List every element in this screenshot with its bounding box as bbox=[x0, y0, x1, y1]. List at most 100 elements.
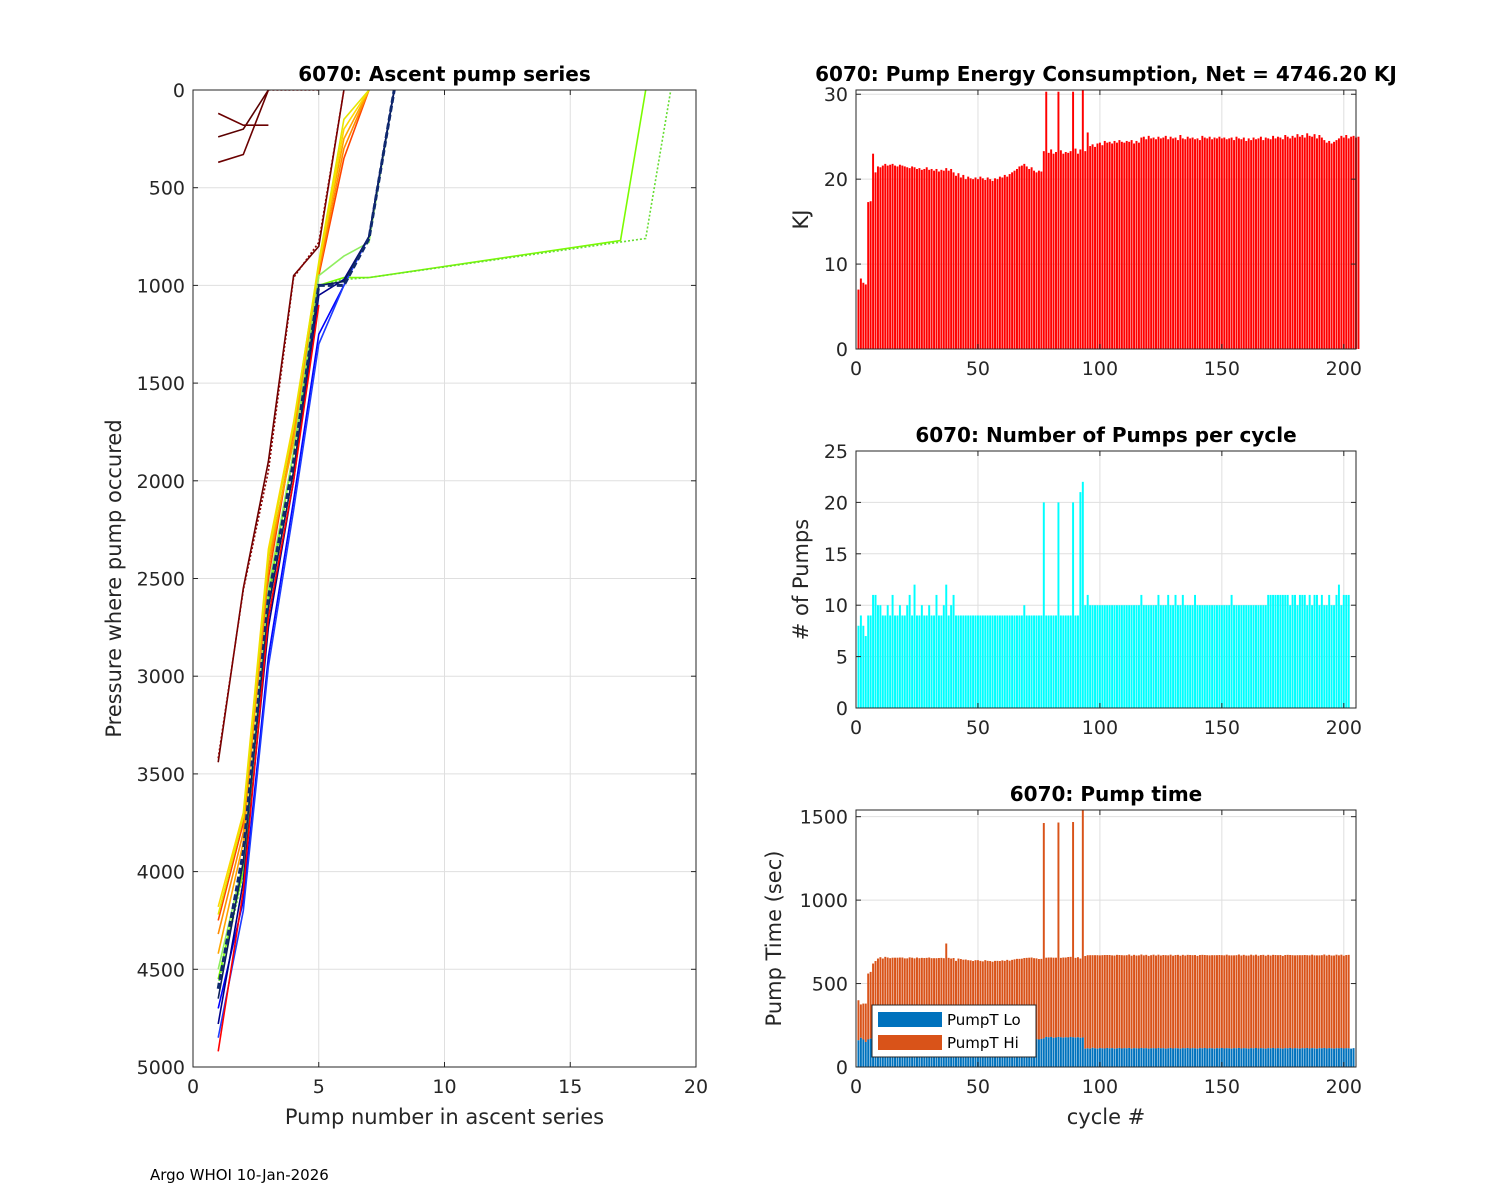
bar-pumpt-hi bbox=[913, 958, 916, 1040]
bar bbox=[1298, 136, 1301, 349]
chart-title: 6070: Pump Energy Consumption, Net = 474… bbox=[815, 62, 1397, 86]
bar-pumpt-hi bbox=[976, 960, 979, 1039]
bar-pumpt-lo bbox=[1247, 1048, 1250, 1067]
bar-pumpt-hi bbox=[1142, 955, 1145, 1049]
bar-pumpt-hi bbox=[1074, 957, 1077, 1038]
x-tick-label: 50 bbox=[966, 717, 990, 739]
series-line-early-2 bbox=[217, 90, 345, 759]
y-tick-label: 5000 bbox=[137, 1057, 185, 1079]
x-tick-label: 150 bbox=[1204, 717, 1240, 739]
bar-pumpt-hi bbox=[1208, 955, 1211, 1049]
bar bbox=[1174, 594, 1177, 708]
bar-pumpt-hi bbox=[1274, 955, 1277, 1049]
bar bbox=[942, 170, 945, 349]
bar-pumpt-lo bbox=[1062, 1037, 1065, 1067]
bar-pumpt-hi bbox=[1213, 955, 1216, 1049]
bar-pumpt-hi bbox=[1052, 957, 1055, 1038]
bar-pumpt-hi bbox=[984, 960, 987, 1039]
bar-pumpt-hi bbox=[916, 957, 918, 1039]
bar-pumpt-lo bbox=[1201, 1048, 1204, 1067]
bar bbox=[1216, 605, 1218, 708]
bar-pumpt-lo bbox=[1074, 1037, 1077, 1067]
bar-pumpt-lo bbox=[1050, 1036, 1053, 1067]
bar-pumpt-hi bbox=[903, 958, 906, 1040]
bar bbox=[1001, 177, 1004, 349]
bar bbox=[974, 615, 977, 708]
y-tick-label: 3500 bbox=[137, 764, 185, 786]
bar-pumpt-lo bbox=[1345, 1048, 1348, 1067]
y-tick-label: 0 bbox=[173, 80, 185, 102]
bar-pumpt-lo bbox=[1294, 1048, 1296, 1067]
bar-pumpt-hi bbox=[1311, 954, 1314, 1049]
bar bbox=[1025, 615, 1028, 708]
bar-pumpt-lo bbox=[1130, 1048, 1133, 1067]
bar bbox=[1262, 605, 1265, 708]
bar bbox=[867, 615, 870, 708]
bar-pumpt-hi bbox=[1184, 955, 1187, 1049]
bar bbox=[1016, 615, 1018, 708]
bar-pumpt-lo bbox=[1191, 1048, 1194, 1067]
bar bbox=[901, 165, 904, 349]
chart-title: 6070: Ascent pump series bbox=[298, 62, 591, 86]
bar-pumpt-hi bbox=[1289, 955, 1292, 1048]
bar bbox=[1228, 605, 1231, 708]
bar bbox=[1264, 137, 1267, 349]
bar-pumpt-lo bbox=[864, 1041, 867, 1067]
bar bbox=[1108, 141, 1111, 349]
bar bbox=[1116, 142, 1118, 349]
bar bbox=[1323, 140, 1326, 349]
bar-pumpt-hi bbox=[1042, 823, 1045, 1039]
bar-pumpt-hi bbox=[1072, 822, 1075, 1038]
bar bbox=[1259, 136, 1262, 349]
bar bbox=[1223, 605, 1226, 708]
y-tick-label: 500 bbox=[149, 178, 185, 200]
bar bbox=[1203, 137, 1206, 349]
bar-pumpt-hi bbox=[1245, 955, 1248, 1049]
bar-pumpt-hi bbox=[1123, 955, 1126, 1049]
bar-pumpt-lo bbox=[1328, 1048, 1331, 1067]
bar-pumpt-lo bbox=[1118, 1047, 1121, 1067]
bar-pumpt-hi bbox=[1308, 955, 1311, 1049]
bar bbox=[972, 615, 975, 708]
bar-pumpt-hi bbox=[1086, 955, 1089, 1049]
bar-pumpt-hi bbox=[1020, 958, 1023, 1040]
bar-pumpt-hi bbox=[1006, 959, 1009, 1039]
x-tick-label: 150 bbox=[1204, 1076, 1240, 1098]
bar bbox=[886, 605, 889, 708]
bar-pumpt-hi bbox=[1159, 955, 1162, 1049]
bar bbox=[1167, 594, 1170, 708]
bar bbox=[1059, 615, 1062, 708]
bar-pumpt-hi bbox=[1103, 955, 1106, 1049]
bar bbox=[918, 168, 921, 349]
bar bbox=[1045, 91, 1048, 349]
bars-group bbox=[857, 810, 1355, 1067]
bar-pumpt-lo bbox=[1196, 1048, 1199, 1067]
bar bbox=[940, 169, 943, 349]
y-tick-label: 25 bbox=[824, 441, 848, 463]
bar bbox=[1318, 135, 1321, 349]
bar-pumpt-lo bbox=[1076, 1037, 1079, 1067]
bar bbox=[1311, 136, 1314, 349]
bar-pumpt-hi bbox=[1211, 955, 1214, 1049]
bar-pumpt-hi bbox=[1152, 954, 1155, 1049]
bar-pumpt-hi bbox=[1013, 959, 1016, 1040]
bar-pumpt-hi bbox=[1067, 957, 1070, 1038]
bar-pumpt-lo bbox=[1306, 1047, 1309, 1067]
bar bbox=[1242, 605, 1245, 708]
bar bbox=[879, 605, 882, 708]
bar-pumpt-hi bbox=[1096, 955, 1099, 1049]
bar-pumpt-lo bbox=[1057, 1036, 1060, 1067]
bar-pumpt-hi bbox=[947, 957, 950, 1039]
bar bbox=[1337, 138, 1340, 349]
bar-pumpt-hi bbox=[1084, 956, 1087, 1049]
bar bbox=[1033, 615, 1036, 708]
bars-group bbox=[857, 481, 1350, 708]
bar-pumpt-hi bbox=[1106, 955, 1109, 1048]
bar-pumpt-hi bbox=[1011, 959, 1014, 1040]
bar-pumpt-hi bbox=[950, 958, 953, 1040]
bar bbox=[923, 615, 926, 708]
y-tick-label: 30 bbox=[824, 84, 848, 106]
bar-pumpt-lo bbox=[1037, 1039, 1040, 1067]
bar bbox=[1345, 135, 1348, 349]
